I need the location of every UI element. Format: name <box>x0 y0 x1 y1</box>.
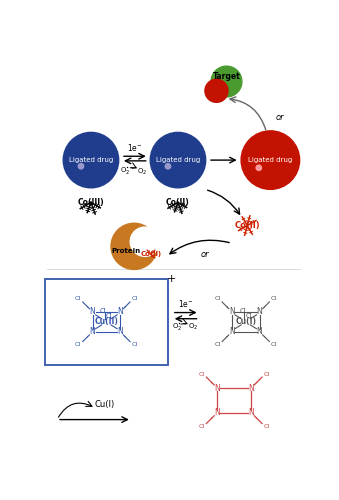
Text: N: N <box>117 308 123 316</box>
Text: Co(II): Co(II) <box>166 198 190 207</box>
Text: Ligated drug: Ligated drug <box>156 157 200 163</box>
Text: Cu(I): Cu(I) <box>235 318 256 326</box>
Text: Cl: Cl <box>100 308 107 314</box>
Text: Cl: Cl <box>199 424 205 429</box>
Text: Cl: Cl <box>239 308 246 314</box>
Text: Cl: Cl <box>214 342 220 347</box>
Text: +: + <box>167 274 177 284</box>
Text: Target: Target <box>213 72 240 82</box>
Text: Cl: Cl <box>271 342 277 347</box>
Text: Cl: Cl <box>263 424 270 429</box>
Text: N: N <box>214 408 220 417</box>
Text: N: N <box>257 308 262 316</box>
Text: O$_2^{\bullet-}$: O$_2^{\bullet-}$ <box>120 166 136 177</box>
Text: Cl: Cl <box>271 296 277 302</box>
Text: Cu(II): Cu(II) <box>95 318 118 326</box>
Circle shape <box>211 66 242 97</box>
Text: Protein: Protein <box>112 248 141 254</box>
Text: N: N <box>214 384 220 392</box>
Text: Co(II): Co(II) <box>140 251 162 257</box>
Text: O$_2^{\bullet-}$: O$_2^{\bullet-}$ <box>172 322 187 333</box>
Text: O$_2$: O$_2$ <box>137 166 147 177</box>
Circle shape <box>150 132 206 188</box>
Text: Cu(I): Cu(I) <box>95 400 115 409</box>
Text: Cl: Cl <box>245 314 252 320</box>
Text: O$_2$: O$_2$ <box>188 322 198 332</box>
Text: N: N <box>89 308 95 316</box>
Text: Cl: Cl <box>263 372 270 376</box>
Text: or: or <box>201 250 209 260</box>
Circle shape <box>78 164 84 169</box>
Text: 1e$^{-}$: 1e$^{-}$ <box>127 142 143 152</box>
Circle shape <box>256 165 261 170</box>
FancyBboxPatch shape <box>45 278 168 365</box>
Text: N: N <box>89 328 95 336</box>
Circle shape <box>63 132 119 188</box>
Circle shape <box>241 131 300 190</box>
Text: Cl: Cl <box>199 372 205 376</box>
Text: Cl: Cl <box>106 314 113 320</box>
Text: Cl: Cl <box>132 342 138 347</box>
Text: Co(II): Co(II) <box>235 221 260 230</box>
Circle shape <box>165 164 171 169</box>
Text: N: N <box>229 328 235 336</box>
Text: N: N <box>229 308 235 316</box>
Text: N: N <box>117 328 123 336</box>
Text: Cl: Cl <box>132 296 138 302</box>
Text: Cl: Cl <box>214 296 220 302</box>
Text: N: N <box>248 408 254 417</box>
Text: or: or <box>276 114 285 122</box>
Text: Cl: Cl <box>75 296 81 302</box>
Text: N: N <box>248 384 254 392</box>
Text: Ligated drug: Ligated drug <box>69 157 113 163</box>
Text: Cl: Cl <box>75 342 81 347</box>
Circle shape <box>111 223 157 270</box>
Text: N: N <box>257 328 262 336</box>
Circle shape <box>130 227 159 256</box>
Text: 1e$^{-}$: 1e$^{-}$ <box>178 298 194 309</box>
Text: Ligated drug: Ligated drug <box>248 157 293 163</box>
Text: Co(III): Co(III) <box>78 198 104 207</box>
Circle shape <box>205 79 228 102</box>
